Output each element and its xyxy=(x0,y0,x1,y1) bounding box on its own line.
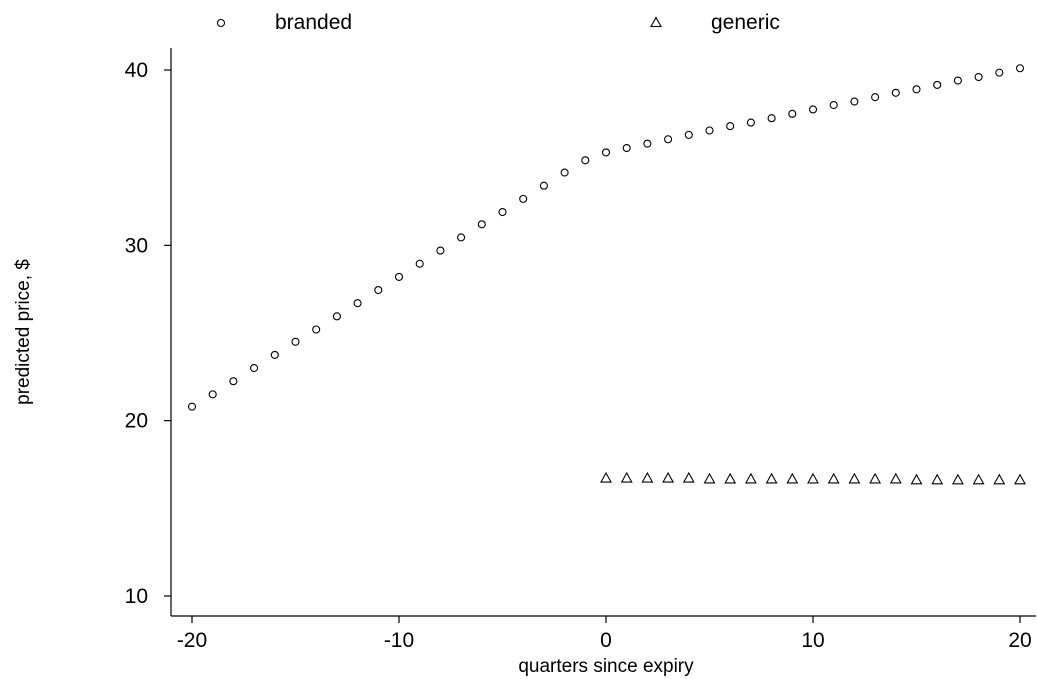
branded-point xyxy=(250,364,259,373)
generic-point xyxy=(682,471,695,483)
branded-point xyxy=(332,312,341,321)
branded-point xyxy=(808,105,818,114)
branded-point xyxy=(312,325,321,334)
generic-point xyxy=(641,471,654,483)
branded-point xyxy=(519,194,528,203)
generic-point xyxy=(889,472,902,484)
legend-marker-generic xyxy=(650,16,662,28)
x-axis-ticks: -20 -10 0 10 20 xyxy=(177,616,1032,652)
x-tick-label: -10 xyxy=(384,629,414,652)
branded-point xyxy=(622,143,631,153)
branded-point xyxy=(684,130,693,139)
branded-point xyxy=(539,181,548,190)
generic-point xyxy=(765,472,778,484)
legend-label-branded: branded xyxy=(275,11,352,34)
generic-point xyxy=(807,472,819,484)
legend-label-generic: generic xyxy=(711,11,780,34)
branded-point xyxy=(291,337,300,346)
branded-point xyxy=(788,109,797,118)
branded-point xyxy=(187,402,197,411)
generic-point xyxy=(600,471,612,483)
generic-point xyxy=(662,471,675,483)
generic-point xyxy=(620,471,633,483)
generic-point xyxy=(724,472,737,484)
branded-point xyxy=(415,259,424,268)
branded-point xyxy=(353,299,362,308)
generic-point xyxy=(848,472,861,484)
branded-point xyxy=(726,122,735,131)
series-generic xyxy=(600,471,1026,485)
series-branded xyxy=(187,64,1025,411)
branded-point xyxy=(270,350,279,359)
branded-point xyxy=(560,168,569,177)
branded-point xyxy=(477,220,486,229)
branded-point xyxy=(643,139,652,148)
generic-point xyxy=(972,473,985,485)
branded-point xyxy=(436,246,445,255)
branded-point xyxy=(208,390,217,399)
branded-point xyxy=(581,156,590,165)
y-tick-label: 40 xyxy=(125,59,148,82)
y-axis-label: predicted price, $ xyxy=(13,259,34,405)
branded-point xyxy=(457,233,466,242)
generic-point xyxy=(931,473,944,485)
branded-point xyxy=(1015,64,1025,73)
y-tick-label: 20 xyxy=(125,410,148,433)
branded-point xyxy=(953,76,962,85)
branded-point xyxy=(601,148,611,157)
branded-point xyxy=(746,118,755,127)
branded-point xyxy=(767,114,776,123)
branded-point xyxy=(394,272,404,281)
branded-point xyxy=(871,93,880,102)
generic-point xyxy=(744,472,757,484)
generic-point xyxy=(786,472,799,484)
y-tick-label: 10 xyxy=(125,585,148,608)
generic-point xyxy=(951,473,964,485)
generic-point xyxy=(827,472,840,484)
generic-point xyxy=(993,473,1006,485)
branded-point xyxy=(891,88,900,97)
branded-point xyxy=(229,377,238,386)
branded-point xyxy=(933,80,942,89)
generic-point xyxy=(703,472,716,484)
x-tick-label: -20 xyxy=(177,629,207,652)
branded-point xyxy=(850,97,859,106)
x-axis-label: quarters since expiry xyxy=(518,656,694,677)
generic-point xyxy=(910,473,923,485)
branded-point xyxy=(829,101,838,110)
branded-point xyxy=(374,285,383,295)
branded-point xyxy=(974,72,983,82)
branded-point xyxy=(498,207,507,217)
branded-point xyxy=(705,126,714,135)
branded-point xyxy=(995,68,1004,77)
x-tick-label: 0 xyxy=(600,629,612,652)
x-tick-label: 10 xyxy=(801,629,824,652)
legend: branded generic xyxy=(216,11,780,34)
generic-point xyxy=(869,472,882,484)
branded-point xyxy=(912,85,921,94)
generic-point xyxy=(1014,473,1026,485)
y-axis-ticks: 10 20 30 40 xyxy=(125,59,171,608)
branded-point xyxy=(664,135,673,144)
y-tick-label: 30 xyxy=(125,234,148,257)
legend-marker-branded xyxy=(216,18,226,28)
x-tick-label: 20 xyxy=(1008,629,1031,652)
